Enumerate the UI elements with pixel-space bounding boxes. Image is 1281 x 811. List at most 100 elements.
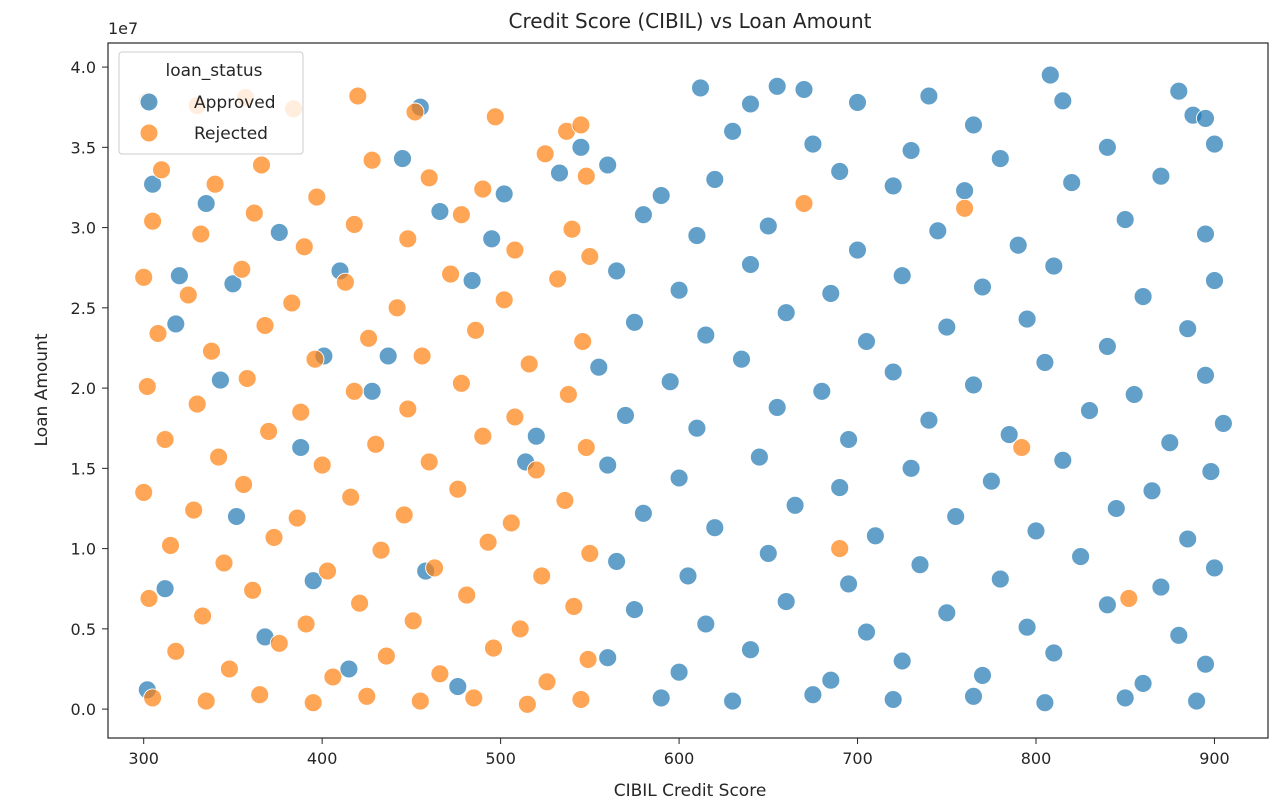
point-approved-119 xyxy=(1187,691,1207,711)
point-approved-63 xyxy=(839,430,859,449)
point-rejected-94 xyxy=(323,667,343,687)
point-rejected-18 xyxy=(143,211,163,231)
point-approved-23 xyxy=(955,181,975,201)
point-rejected-64 xyxy=(134,482,154,502)
point-rejected-47 xyxy=(187,394,207,414)
point-approved-116 xyxy=(964,686,983,706)
point-approved-32 xyxy=(1115,210,1135,230)
point-rejected-6 xyxy=(485,107,505,127)
point-approved-69 xyxy=(598,455,618,475)
x-axis-label: CIBIL Credit Score xyxy=(614,781,767,801)
point-approved-81 xyxy=(865,526,885,546)
point-approved-82 xyxy=(946,507,966,526)
point-approved-14 xyxy=(901,141,921,160)
point-rejected-70 xyxy=(448,479,468,499)
point-rejected-54 xyxy=(558,385,578,404)
point-approved-140 xyxy=(448,677,468,697)
point-rejected-5 xyxy=(405,102,425,122)
point-approved-37 xyxy=(821,283,841,303)
x-tick-label-0: 300 xyxy=(128,749,159,768)
y-axis: 0.0 0.5 1.0 1.5 2.0 2.5 3.0 3.5 4.0 xyxy=(71,58,108,719)
point-approved-1 xyxy=(741,94,760,114)
point-rejected-82 xyxy=(139,588,159,608)
y-axis-label: Loan Amount xyxy=(32,333,52,446)
point-rejected-113 xyxy=(830,539,850,559)
point-rejected-23 xyxy=(398,229,418,249)
point-approved-45 xyxy=(776,303,796,323)
point-approved-60 xyxy=(616,405,635,425)
point-approved-49 xyxy=(1097,336,1117,356)
point-rejected-112 xyxy=(1119,588,1139,608)
point-approved-114 xyxy=(803,685,823,705)
point-rejected-38 xyxy=(202,341,221,361)
point-approved-123 xyxy=(269,222,289,242)
point-approved-67 xyxy=(1160,433,1180,453)
point-approved-24 xyxy=(1062,173,1082,193)
point-approved-137 xyxy=(339,659,359,679)
point-approved-83 xyxy=(1026,521,1046,541)
point-approved-132 xyxy=(143,174,163,194)
point-rejected-22 xyxy=(344,214,364,234)
point-approved-88 xyxy=(758,543,778,563)
point-approved-71 xyxy=(749,447,769,467)
point-rejected-69 xyxy=(394,505,414,525)
point-rejected-29 xyxy=(232,259,252,279)
point-rejected-19 xyxy=(191,224,211,244)
point-approved-17 xyxy=(1205,134,1224,154)
point-approved-117 xyxy=(1035,693,1055,713)
point-rejected-98 xyxy=(537,672,557,692)
point-rejected-86 xyxy=(350,593,370,613)
point-approved-68 xyxy=(1213,413,1233,433)
point-approved-106 xyxy=(821,670,841,690)
point-rejected-36 xyxy=(580,247,600,266)
point-rejected-79 xyxy=(478,532,498,552)
point-approved-76 xyxy=(1142,481,1162,501)
point-rejected-93 xyxy=(269,633,289,653)
legend: loan_status Approved Rejected xyxy=(118,51,304,155)
point-rejected-4 xyxy=(348,86,368,106)
point-approved-42 xyxy=(1205,271,1224,291)
point-rejected-63 xyxy=(576,438,596,457)
point-approved-101 xyxy=(1097,595,1117,615)
point-approved-99 xyxy=(937,603,957,623)
point-rejected-90 xyxy=(564,596,584,616)
point-rejected-102 xyxy=(250,685,270,705)
point-approved-61 xyxy=(687,418,707,438)
point-rejected-111 xyxy=(1012,438,1032,457)
point-approved-29 xyxy=(848,240,867,260)
point-approved-92 xyxy=(1071,547,1091,567)
point-approved-85 xyxy=(1178,529,1198,549)
point-approved-129 xyxy=(462,271,482,291)
point-approved-93 xyxy=(1151,577,1171,597)
point-rejected-104 xyxy=(357,686,377,706)
point-approved-64 xyxy=(919,410,939,430)
x-tick-label-3: 600 xyxy=(664,749,695,768)
point-approved-51 xyxy=(589,357,609,377)
point-rejected-91 xyxy=(166,641,186,661)
point-approved-30 xyxy=(928,221,948,241)
point-approved-134 xyxy=(210,370,230,390)
plot-area-frame xyxy=(107,42,1269,739)
point-rejected-53 xyxy=(505,407,525,427)
point-approved-56 xyxy=(964,375,983,395)
x-axis: 300 400 500 600 700 800 900 xyxy=(128,738,1230,768)
point-approved-94 xyxy=(1205,558,1224,578)
point-approved-40 xyxy=(1044,256,1064,276)
point-rejected-100 xyxy=(143,688,163,708)
point-rejected-52 xyxy=(451,373,471,393)
x-tick-label-2: 500 xyxy=(485,749,516,768)
point-rejected-84 xyxy=(243,580,263,600)
point-approved-13 xyxy=(803,134,823,154)
point-rejected-24 xyxy=(451,205,471,225)
point-approved-111 xyxy=(1196,654,1215,674)
point-rejected-97 xyxy=(484,638,503,658)
point-approved-6 xyxy=(1040,65,1060,85)
point-approved-52 xyxy=(660,372,680,392)
point-approved-80 xyxy=(785,495,805,515)
point-approved-7 xyxy=(1053,91,1073,111)
point-approved-102 xyxy=(1169,625,1189,645)
point-rejected-20 xyxy=(244,203,264,223)
point-rejected-27 xyxy=(134,267,154,287)
point-rejected-80 xyxy=(532,566,552,586)
